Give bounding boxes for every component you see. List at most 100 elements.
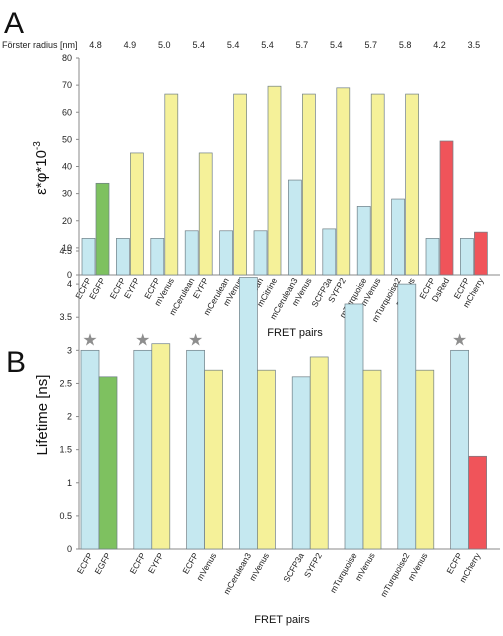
y-tick-label-a: 30 xyxy=(62,189,72,199)
forster-radius-value: 5.4 xyxy=(192,40,205,50)
x-category-donor-b: SCFP3a xyxy=(281,551,306,584)
x-axis-label-a: FRET pairs xyxy=(267,327,323,339)
bar-donor-b xyxy=(450,349,469,550)
bar-donor-a xyxy=(184,230,199,276)
bar-acceptor-b xyxy=(468,455,487,550)
forster-radius-value: 4.9 xyxy=(124,40,137,50)
bar-pair-a xyxy=(116,152,144,276)
bar-acceptor-b xyxy=(257,369,276,550)
bar-acceptor-a xyxy=(439,140,454,276)
y-tick-label-a: 40 xyxy=(62,162,72,172)
bar-pair-a xyxy=(356,93,385,276)
bar-pair-a xyxy=(391,93,419,276)
bar-acceptor-a xyxy=(95,182,110,276)
y-tick-label-a: 10 xyxy=(62,243,72,253)
bar-donor-b xyxy=(186,349,205,550)
y-axis-label-a: ε*φ*10-3 xyxy=(32,141,50,195)
y-tick-label-b: 3 xyxy=(67,345,72,355)
forster-radius-value: 5.7 xyxy=(296,40,309,50)
bar-donor-a xyxy=(356,206,371,276)
bar-pair-a xyxy=(219,93,247,276)
bar-pair-b xyxy=(133,343,171,550)
bar-acceptor-b xyxy=(362,369,382,550)
bar-donor-a xyxy=(150,238,165,276)
y-tick-label-b: 4.5 xyxy=(59,246,72,256)
y-tick-label-a: 0 xyxy=(67,270,72,280)
bar-pair-b xyxy=(239,277,276,550)
bar-pair-a xyxy=(184,152,213,276)
x-category-donor-b: ECFP xyxy=(75,551,95,576)
bar-donor-b xyxy=(291,376,311,550)
bar-donor-a xyxy=(460,238,474,276)
significance-star-icon: ★ xyxy=(82,330,97,350)
y-tick-label-a: 80 xyxy=(62,53,72,63)
bar-pair-a xyxy=(150,93,179,276)
bar-donor-b xyxy=(397,283,417,550)
bar-pair-b xyxy=(291,356,329,550)
bar-pair-a xyxy=(322,87,351,276)
y-tick-label-a: 60 xyxy=(62,107,72,117)
y-tick-label-b: 1.5 xyxy=(59,445,72,455)
y-tick-label-a: 20 xyxy=(62,216,72,226)
y-axis-label-a-exponent: -3 xyxy=(32,141,43,150)
bar-pair-b xyxy=(186,349,223,550)
bar-pair-a xyxy=(288,93,316,276)
x-axis-label-b: FRET pairs xyxy=(254,614,310,626)
forster-radius-value: 5.7 xyxy=(364,40,377,50)
forster-radius-value: 3.5 xyxy=(468,40,481,50)
bar-donor-b xyxy=(239,277,258,550)
x-category-acceptor-b: EYFP xyxy=(146,551,166,576)
bar-donor-a xyxy=(391,198,405,276)
bar-acceptor-a xyxy=(198,152,213,276)
bar-pair-a xyxy=(81,182,110,276)
x-category-donor-b: mTurquoise xyxy=(328,551,359,595)
significance-star-icon: ★ xyxy=(188,330,203,350)
bar-donor-b xyxy=(344,303,364,550)
bar-acceptor-b xyxy=(415,369,435,550)
bar-donor-b xyxy=(80,349,100,550)
bar-pair-a xyxy=(253,85,282,276)
x-category-acceptor-b: SYFP2 xyxy=(302,551,324,580)
significance-star-icon: ★ xyxy=(135,330,150,350)
bar-donor-a xyxy=(288,179,302,276)
bar-donor-a xyxy=(219,230,233,276)
forster-radius-value: 5.8 xyxy=(399,40,412,50)
bar-pair-b xyxy=(80,349,118,550)
bar-donor-b xyxy=(133,349,153,550)
bar-acceptor-b xyxy=(309,356,329,550)
bar-pair-b xyxy=(397,283,435,550)
y-tick-label-b: 3.5 xyxy=(59,312,72,322)
y-axis-label-b: Lifetime [ns] xyxy=(34,375,51,456)
y-tick-label-a: 70 xyxy=(62,80,72,90)
y-tick-label-b: 2 xyxy=(67,412,72,422)
forster-radius-value: 4.8 xyxy=(89,40,102,50)
panel-label-a: A xyxy=(4,7,24,40)
forster-radius-value: 5.0 xyxy=(158,40,171,50)
y-axis-label-a-main: ε*φ*10 xyxy=(33,150,50,195)
bar-donor-a xyxy=(116,238,130,276)
bar-acceptor-a xyxy=(474,231,488,276)
x-category-acceptor-a: EYFP xyxy=(191,276,211,301)
bar-acceptor-b xyxy=(151,343,171,550)
forster-radius-value: 5.4 xyxy=(227,40,240,50)
significance-star-icon: ★ xyxy=(452,330,467,350)
y-tick-label-b: 0.5 xyxy=(59,511,72,521)
bar-acceptor-a xyxy=(370,93,385,276)
y-tick-label-b: 0 xyxy=(67,544,72,554)
bar-donor-a xyxy=(322,228,337,276)
bar-acceptor-a xyxy=(130,152,144,276)
y-tick-label-b: 4 xyxy=(67,279,72,289)
bar-acceptor-a xyxy=(302,93,316,276)
x-category-acceptor-b: EGFP xyxy=(92,551,112,576)
forster-radius-value: 4.2 xyxy=(433,40,446,50)
bar-acceptor-b xyxy=(204,369,223,550)
bar-pair-b xyxy=(344,303,382,550)
bar-acceptor-a xyxy=(336,87,351,276)
y-tick-label-b: 1 xyxy=(67,478,72,488)
bar-pair-a xyxy=(425,140,454,276)
bar-acceptor-a xyxy=(267,85,282,276)
bar-pair-b xyxy=(450,349,487,550)
bar-donor-a xyxy=(81,238,96,276)
x-category-donor-b: ECFP xyxy=(128,551,148,576)
